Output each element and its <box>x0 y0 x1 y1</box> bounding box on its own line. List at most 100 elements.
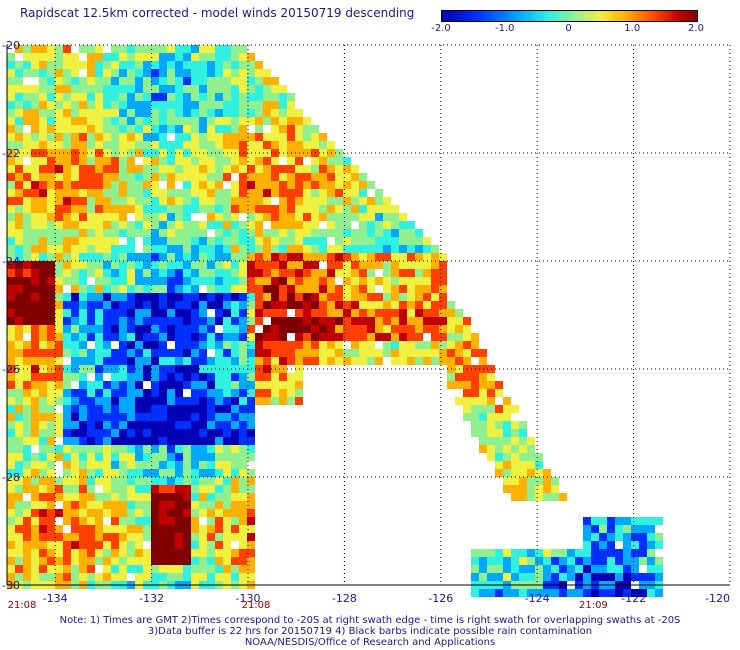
wind-cell <box>367 333 375 341</box>
wind-cell <box>15 125 23 133</box>
wind-cell <box>255 397 263 405</box>
wind-cell <box>7 261 15 269</box>
wind-cell <box>127 373 135 381</box>
wind-cell <box>183 573 191 581</box>
wind-cell <box>519 485 527 493</box>
wind-cell <box>79 309 87 317</box>
wind-cell <box>95 109 103 117</box>
wind-cell <box>95 45 103 53</box>
wind-cell <box>279 165 287 173</box>
wind-cell <box>63 245 71 253</box>
wind-cell <box>295 237 303 245</box>
wind-cell <box>215 45 223 53</box>
wind-cell <box>175 253 183 261</box>
wind-cell <box>79 301 87 309</box>
wind-cell <box>39 285 47 293</box>
wind-cell <box>231 413 239 421</box>
wind-cell <box>135 189 143 197</box>
wind-cell <box>335 253 343 261</box>
wind-cell <box>63 573 71 581</box>
wind-cell <box>247 445 255 453</box>
wind-cell <box>207 109 215 117</box>
wind-cell <box>63 389 71 397</box>
wind-cell <box>87 285 95 293</box>
wind-cell <box>143 237 151 245</box>
wind-cell <box>295 181 303 189</box>
wind-cell <box>255 197 263 205</box>
wind-cell <box>503 469 511 477</box>
wind-cell <box>87 293 95 301</box>
wind-cell <box>47 197 55 205</box>
wind-cell <box>47 53 55 61</box>
wind-cell <box>631 525 639 533</box>
wind-cell <box>39 541 47 549</box>
wind-cell <box>87 429 95 437</box>
wind-cell <box>95 301 103 309</box>
wind-cell <box>191 325 199 333</box>
wind-cell <box>255 333 263 341</box>
wind-cell <box>279 117 287 125</box>
wind-cell <box>647 549 655 557</box>
wind-cell <box>271 309 279 317</box>
wind-cell <box>343 221 351 229</box>
wind-cell <box>167 205 175 213</box>
wind-cell <box>55 245 63 253</box>
wind-cell <box>215 253 223 261</box>
wind-cell <box>103 245 111 253</box>
wind-cell <box>223 85 231 93</box>
wind-cell <box>279 221 287 229</box>
wind-cell <box>367 285 375 293</box>
wind-cell <box>127 133 135 141</box>
wind-cell <box>191 229 199 237</box>
wind-cell <box>271 77 279 85</box>
wind-cell <box>223 69 231 77</box>
wind-cell <box>311 141 319 149</box>
wind-cell <box>479 573 487 581</box>
wind-cell <box>263 397 271 405</box>
wind-cell <box>151 309 159 317</box>
wind-cell <box>175 573 183 581</box>
wind-cell <box>63 373 71 381</box>
wind-cell <box>71 181 79 189</box>
wind-cell <box>151 245 159 253</box>
lon-tick-label: -134 <box>43 592 68 605</box>
wind-cell <box>15 133 23 141</box>
wind-cell <box>119 493 127 501</box>
wind-cell <box>479 557 487 565</box>
wind-cell <box>31 261 39 269</box>
wind-cell <box>215 229 223 237</box>
wind-cell <box>367 261 375 269</box>
wind-cell <box>463 389 471 397</box>
wind-cell <box>63 509 71 517</box>
wind-cell <box>31 165 39 173</box>
wind-cell <box>455 373 463 381</box>
wind-cell <box>295 189 303 197</box>
wind-cell <box>47 549 55 557</box>
wind-cell <box>31 469 39 477</box>
wind-cell <box>287 221 295 229</box>
wind-cell <box>159 253 167 261</box>
wind-cell <box>343 349 351 357</box>
wind-cell <box>167 445 175 453</box>
wind-cell <box>71 413 79 421</box>
wind-cell <box>47 69 55 77</box>
wind-cell <box>631 549 639 557</box>
wind-cell <box>231 389 239 397</box>
wind-cell <box>319 181 327 189</box>
wind-cell <box>503 549 511 557</box>
wind-cell <box>15 565 23 573</box>
wind-cell <box>207 45 215 53</box>
wind-cell <box>47 373 55 381</box>
wind-cell <box>7 333 15 341</box>
wind-cell <box>583 565 591 573</box>
wind-cell <box>319 293 327 301</box>
wind-cell <box>495 565 503 573</box>
wind-cell <box>311 341 319 349</box>
wind-cell <box>471 389 479 397</box>
wind-cell <box>439 261 447 269</box>
wind-cell <box>295 373 303 381</box>
wind-cell <box>279 237 287 245</box>
wind-cell <box>111 413 119 421</box>
wind-cell <box>183 373 191 381</box>
wind-cell <box>23 109 31 117</box>
